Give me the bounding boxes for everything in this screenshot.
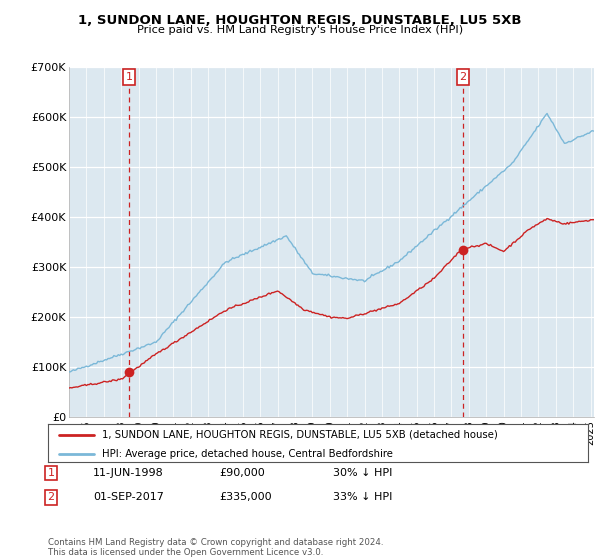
Text: 2: 2 (47, 492, 55, 502)
Text: 1, SUNDON LANE, HOUGHTON REGIS, DUNSTABLE, LU5 5XB (detached house): 1, SUNDON LANE, HOUGHTON REGIS, DUNSTABL… (102, 430, 498, 440)
Text: 01-SEP-2017: 01-SEP-2017 (93, 492, 164, 502)
Text: 1: 1 (125, 72, 133, 82)
Text: Contains HM Land Registry data © Crown copyright and database right 2024.
This d: Contains HM Land Registry data © Crown c… (48, 538, 383, 557)
Text: 33% ↓ HPI: 33% ↓ HPI (333, 492, 392, 502)
Text: 1: 1 (47, 468, 55, 478)
Text: 2: 2 (460, 72, 467, 82)
Text: 1, SUNDON LANE, HOUGHTON REGIS, DUNSTABLE, LU5 5XB: 1, SUNDON LANE, HOUGHTON REGIS, DUNSTABL… (78, 14, 522, 27)
Text: Price paid vs. HM Land Registry's House Price Index (HPI): Price paid vs. HM Land Registry's House … (137, 25, 463, 35)
Text: 11-JUN-1998: 11-JUN-1998 (93, 468, 164, 478)
Text: 30% ↓ HPI: 30% ↓ HPI (333, 468, 392, 478)
Text: £335,000: £335,000 (219, 492, 272, 502)
Text: £90,000: £90,000 (219, 468, 265, 478)
Text: HPI: Average price, detached house, Central Bedfordshire: HPI: Average price, detached house, Cent… (102, 449, 393, 459)
